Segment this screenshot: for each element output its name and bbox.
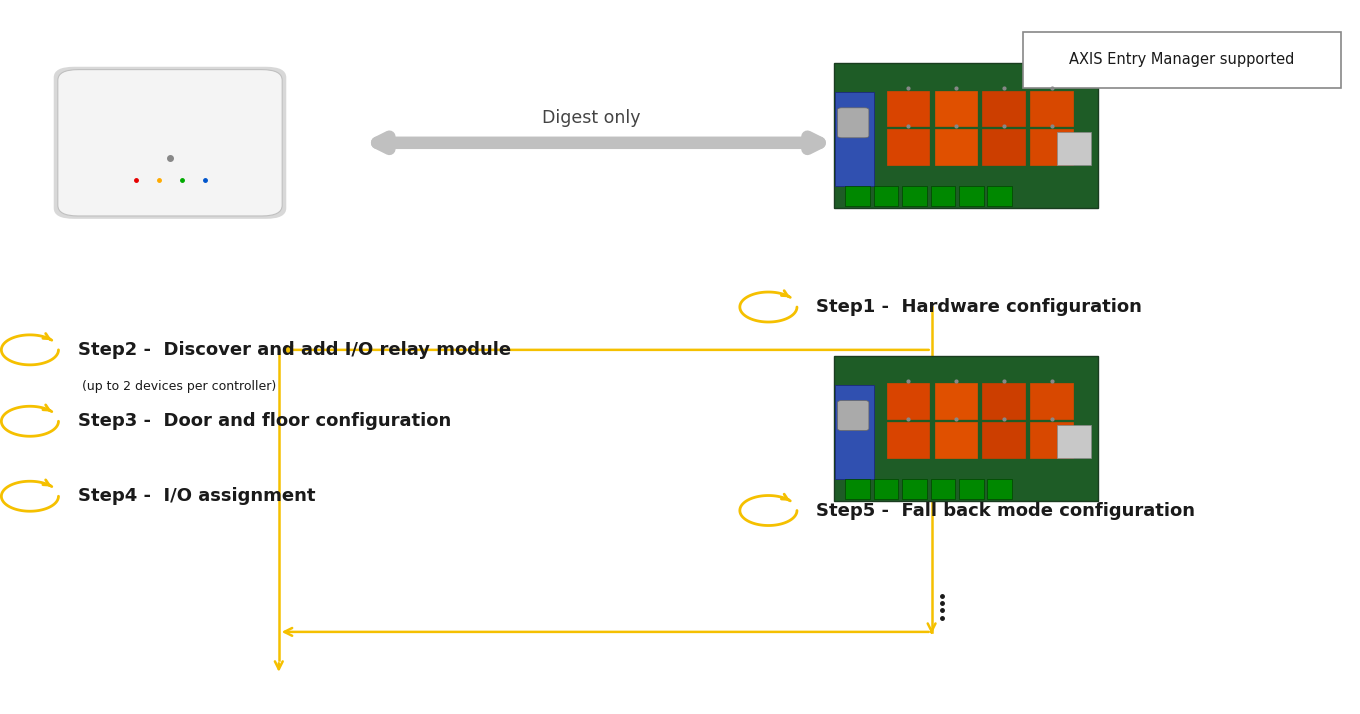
FancyBboxPatch shape [930,479,955,499]
FancyBboxPatch shape [934,91,978,126]
FancyBboxPatch shape [902,479,928,499]
FancyBboxPatch shape [53,67,287,219]
FancyBboxPatch shape [846,186,870,206]
FancyBboxPatch shape [1057,132,1091,165]
FancyBboxPatch shape [934,383,978,419]
FancyBboxPatch shape [834,356,1098,501]
FancyBboxPatch shape [959,479,983,499]
Text: Digest only: Digest only [543,109,641,127]
FancyBboxPatch shape [835,385,874,479]
FancyBboxPatch shape [982,91,1025,126]
FancyBboxPatch shape [1030,422,1073,458]
FancyBboxPatch shape [934,129,978,165]
FancyBboxPatch shape [57,70,283,216]
FancyBboxPatch shape [887,91,929,126]
Text: Step5 -  Fall back mode configuration: Step5 - Fall back mode configuration [816,501,1195,520]
FancyBboxPatch shape [1023,32,1341,88]
FancyBboxPatch shape [1030,383,1073,419]
FancyBboxPatch shape [934,422,978,458]
FancyBboxPatch shape [887,422,929,458]
FancyBboxPatch shape [959,186,983,206]
FancyBboxPatch shape [902,186,928,206]
FancyBboxPatch shape [873,479,899,499]
FancyBboxPatch shape [1030,91,1073,126]
Text: Step3 -  Door and floor configuration: Step3 - Door and floor configuration [78,412,450,431]
FancyBboxPatch shape [930,186,955,206]
FancyBboxPatch shape [887,129,929,165]
FancyBboxPatch shape [982,129,1025,165]
FancyBboxPatch shape [838,401,869,431]
Text: Step4 -  I/O assignment: Step4 - I/O assignment [78,487,316,506]
Text: Step2 -  Discover and add I/O relay module: Step2 - Discover and add I/O relay modul… [78,341,510,359]
FancyBboxPatch shape [982,422,1025,458]
Text: Step1 -  Hardware configuration: Step1 - Hardware configuration [816,298,1142,316]
FancyBboxPatch shape [987,186,1012,206]
FancyBboxPatch shape [873,186,899,206]
FancyBboxPatch shape [1030,129,1073,165]
FancyBboxPatch shape [1057,425,1091,458]
FancyBboxPatch shape [835,92,874,186]
Text: (up to 2 devices per controller): (up to 2 devices per controller) [82,381,276,393]
FancyBboxPatch shape [846,479,870,499]
FancyBboxPatch shape [887,383,929,419]
FancyBboxPatch shape [982,383,1025,419]
FancyBboxPatch shape [987,479,1012,499]
FancyBboxPatch shape [838,108,869,138]
Text: AXIS Entry Manager supported: AXIS Entry Manager supported [1069,52,1295,68]
FancyBboxPatch shape [834,63,1098,208]
